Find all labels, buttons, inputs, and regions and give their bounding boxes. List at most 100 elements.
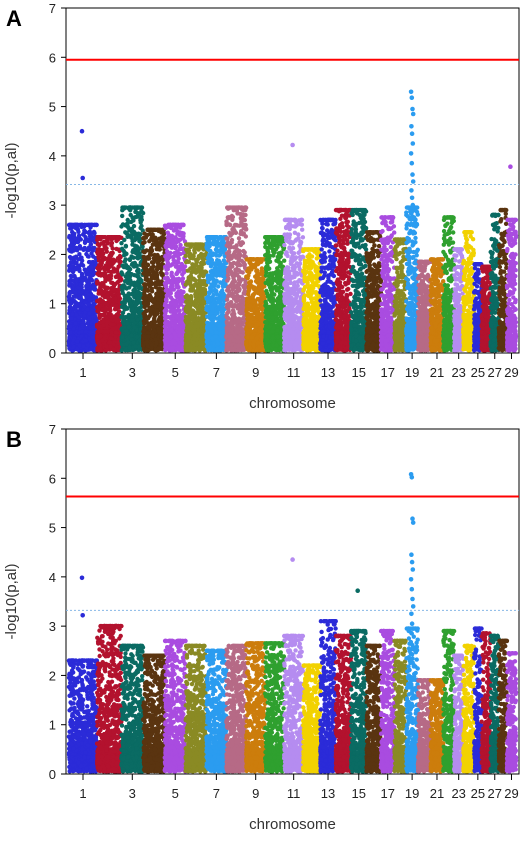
snp-point <box>129 307 135 312</box>
snp-point <box>198 260 204 266</box>
snp-point <box>176 267 181 273</box>
snp-point <box>124 341 129 347</box>
snp-point <box>157 227 163 232</box>
snp-point <box>174 277 179 282</box>
snp-point <box>157 247 162 252</box>
snp-point <box>188 274 193 279</box>
snp-point <box>142 309 148 315</box>
snp-point <box>203 289 208 295</box>
snp-point <box>97 266 102 272</box>
snp-point <box>133 344 138 349</box>
snp-point <box>198 288 203 294</box>
snp-point <box>143 277 148 282</box>
snp-point <box>130 215 135 220</box>
snp-point <box>150 242 155 247</box>
snp-point <box>163 297 169 302</box>
snp-point <box>124 286 129 291</box>
snp-point <box>126 270 131 275</box>
snp-point <box>96 248 101 254</box>
snp-point <box>73 226 79 231</box>
snp-point <box>105 329 111 334</box>
snp-point <box>122 296 127 302</box>
snp-point <box>126 265 131 270</box>
snp-point <box>131 288 136 293</box>
snp-point <box>192 250 197 255</box>
snp-point <box>174 314 179 319</box>
snp-point <box>155 293 160 298</box>
snp-point <box>179 289 184 294</box>
snp-point <box>84 294 90 299</box>
snp-point <box>155 277 160 282</box>
snp-point <box>104 285 109 290</box>
snp-point <box>78 329 84 334</box>
snp-point <box>183 282 188 287</box>
snp-point <box>120 208 125 213</box>
snp-point <box>160 235 165 240</box>
snp-point <box>142 282 147 287</box>
snp-point <box>136 296 141 301</box>
snp-point <box>154 272 160 278</box>
snp-point <box>74 278 80 283</box>
snp-point <box>150 268 155 273</box>
snp-point <box>96 329 102 334</box>
snp-point <box>67 279 73 284</box>
snp-point <box>191 277 197 282</box>
snp-point <box>68 260 74 265</box>
snp-point <box>153 282 158 287</box>
snp-point <box>163 342 168 347</box>
snp-point <box>221 258 227 263</box>
snp-point <box>81 231 86 237</box>
snp-point <box>170 278 175 284</box>
snp-point <box>155 311 160 316</box>
snp-point <box>171 240 176 246</box>
snp-point <box>92 287 97 292</box>
snp-point <box>110 246 115 251</box>
snp-point <box>84 307 90 312</box>
snp-point <box>82 304 87 309</box>
snp-point <box>165 253 170 258</box>
snp-point <box>113 274 119 280</box>
snp-point <box>77 301 82 307</box>
snp-point <box>127 301 133 306</box>
plot-frame <box>65 7 520 354</box>
snp-point <box>145 227 150 232</box>
snp-point <box>111 287 117 292</box>
snp-point <box>162 303 168 308</box>
snp-point <box>120 213 125 219</box>
snp-point <box>189 270 194 275</box>
snp-point <box>177 320 182 325</box>
snp-point <box>184 259 190 264</box>
snp-point <box>149 260 155 265</box>
snp-point <box>90 325 96 330</box>
snp-point <box>141 319 147 324</box>
snp-point <box>86 237 91 242</box>
snp-point <box>133 300 138 306</box>
snp-point <box>127 257 132 262</box>
snp-point <box>104 343 109 349</box>
snp-point <box>167 243 173 249</box>
snp-point <box>180 324 186 329</box>
snp-point <box>127 345 132 350</box>
snp-point <box>75 248 80 253</box>
snp-point <box>77 266 82 272</box>
snp-point <box>138 232 143 237</box>
snp-point <box>123 279 129 284</box>
snp-point <box>98 262 104 268</box>
snp-point <box>87 311 92 316</box>
snp-point <box>186 318 191 324</box>
snp-point <box>82 228 87 233</box>
snp-point <box>186 329 191 334</box>
snp-point <box>74 260 79 266</box>
snp-point <box>124 222 129 228</box>
snp-point <box>119 277 124 282</box>
snp-point <box>98 284 103 289</box>
snp-point <box>135 290 140 295</box>
snp-point <box>123 305 128 310</box>
snp-point <box>170 297 175 303</box>
snp-point <box>136 286 142 291</box>
snp-point <box>196 267 202 272</box>
snp-point <box>73 266 79 272</box>
snp-point <box>136 267 141 272</box>
snp-point <box>79 271 85 277</box>
snp-point <box>68 330 73 336</box>
